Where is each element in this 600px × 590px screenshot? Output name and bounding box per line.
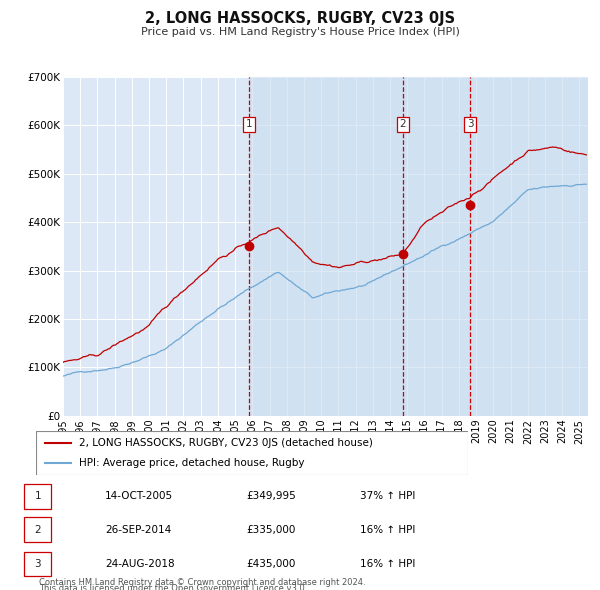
- Text: 14-OCT-2005: 14-OCT-2005: [105, 491, 173, 501]
- Text: 3: 3: [467, 119, 473, 129]
- FancyBboxPatch shape: [24, 517, 51, 542]
- Text: 16% ↑ HPI: 16% ↑ HPI: [360, 559, 415, 569]
- Text: 24-AUG-2018: 24-AUG-2018: [105, 559, 175, 569]
- Text: Price paid vs. HM Land Registry's House Price Index (HPI): Price paid vs. HM Land Registry's House …: [140, 28, 460, 37]
- Text: 26-SEP-2014: 26-SEP-2014: [105, 525, 171, 535]
- Text: 1: 1: [34, 491, 41, 501]
- Text: 16% ↑ HPI: 16% ↑ HPI: [360, 525, 415, 535]
- Text: £349,995: £349,995: [246, 491, 296, 501]
- FancyBboxPatch shape: [24, 484, 51, 509]
- Text: This data is licensed under the Open Government Licence v3.0.: This data is licensed under the Open Gov…: [39, 584, 307, 590]
- Text: £435,000: £435,000: [246, 559, 295, 569]
- Text: 2, LONG HASSOCKS, RUGBY, CV23 0JS (detached house): 2, LONG HASSOCKS, RUGBY, CV23 0JS (detac…: [79, 438, 373, 448]
- Text: 37% ↑ HPI: 37% ↑ HPI: [360, 491, 415, 501]
- Bar: [470, 77, 588, 416]
- Text: HPI: Average price, detached house, Rugby: HPI: Average price, detached house, Rugb…: [79, 458, 305, 467]
- Bar: [403, 77, 470, 416]
- FancyBboxPatch shape: [36, 431, 468, 475]
- Text: 2: 2: [34, 525, 41, 535]
- Text: 3: 3: [34, 559, 41, 569]
- FancyBboxPatch shape: [24, 552, 51, 576]
- Text: 2, LONG HASSOCKS, RUGBY, CV23 0JS: 2, LONG HASSOCKS, RUGBY, CV23 0JS: [145, 11, 455, 27]
- Bar: [249, 77, 403, 416]
- Text: 1: 1: [245, 119, 252, 129]
- Text: £335,000: £335,000: [246, 525, 295, 535]
- Text: 2: 2: [400, 119, 406, 129]
- Text: Contains HM Land Registry data © Crown copyright and database right 2024.: Contains HM Land Registry data © Crown c…: [39, 578, 365, 588]
